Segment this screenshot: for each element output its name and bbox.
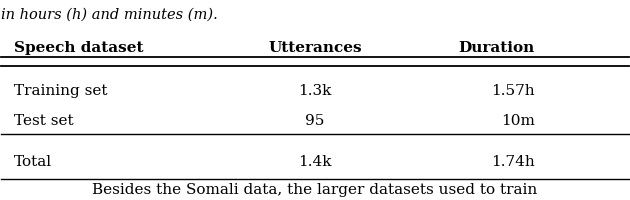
Text: in hours (h) and minutes (m).: in hours (h) and minutes (m). (1, 7, 218, 21)
Text: 1.4k: 1.4k (298, 155, 332, 169)
Text: Utterances: Utterances (268, 41, 362, 55)
Text: 1.74h: 1.74h (491, 155, 534, 169)
Text: Duration: Duration (458, 41, 534, 55)
Text: Total: Total (14, 155, 52, 169)
Text: Test set: Test set (14, 114, 74, 128)
Text: 1.3k: 1.3k (299, 84, 331, 98)
Text: Besides the Somali data, the larger datasets used to train: Besides the Somali data, the larger data… (93, 183, 537, 197)
Text: Training set: Training set (14, 84, 108, 98)
Text: 10m: 10m (501, 114, 534, 128)
Text: 95: 95 (306, 114, 324, 128)
Text: Speech dataset: Speech dataset (14, 41, 144, 55)
Text: 1.57h: 1.57h (491, 84, 534, 98)
